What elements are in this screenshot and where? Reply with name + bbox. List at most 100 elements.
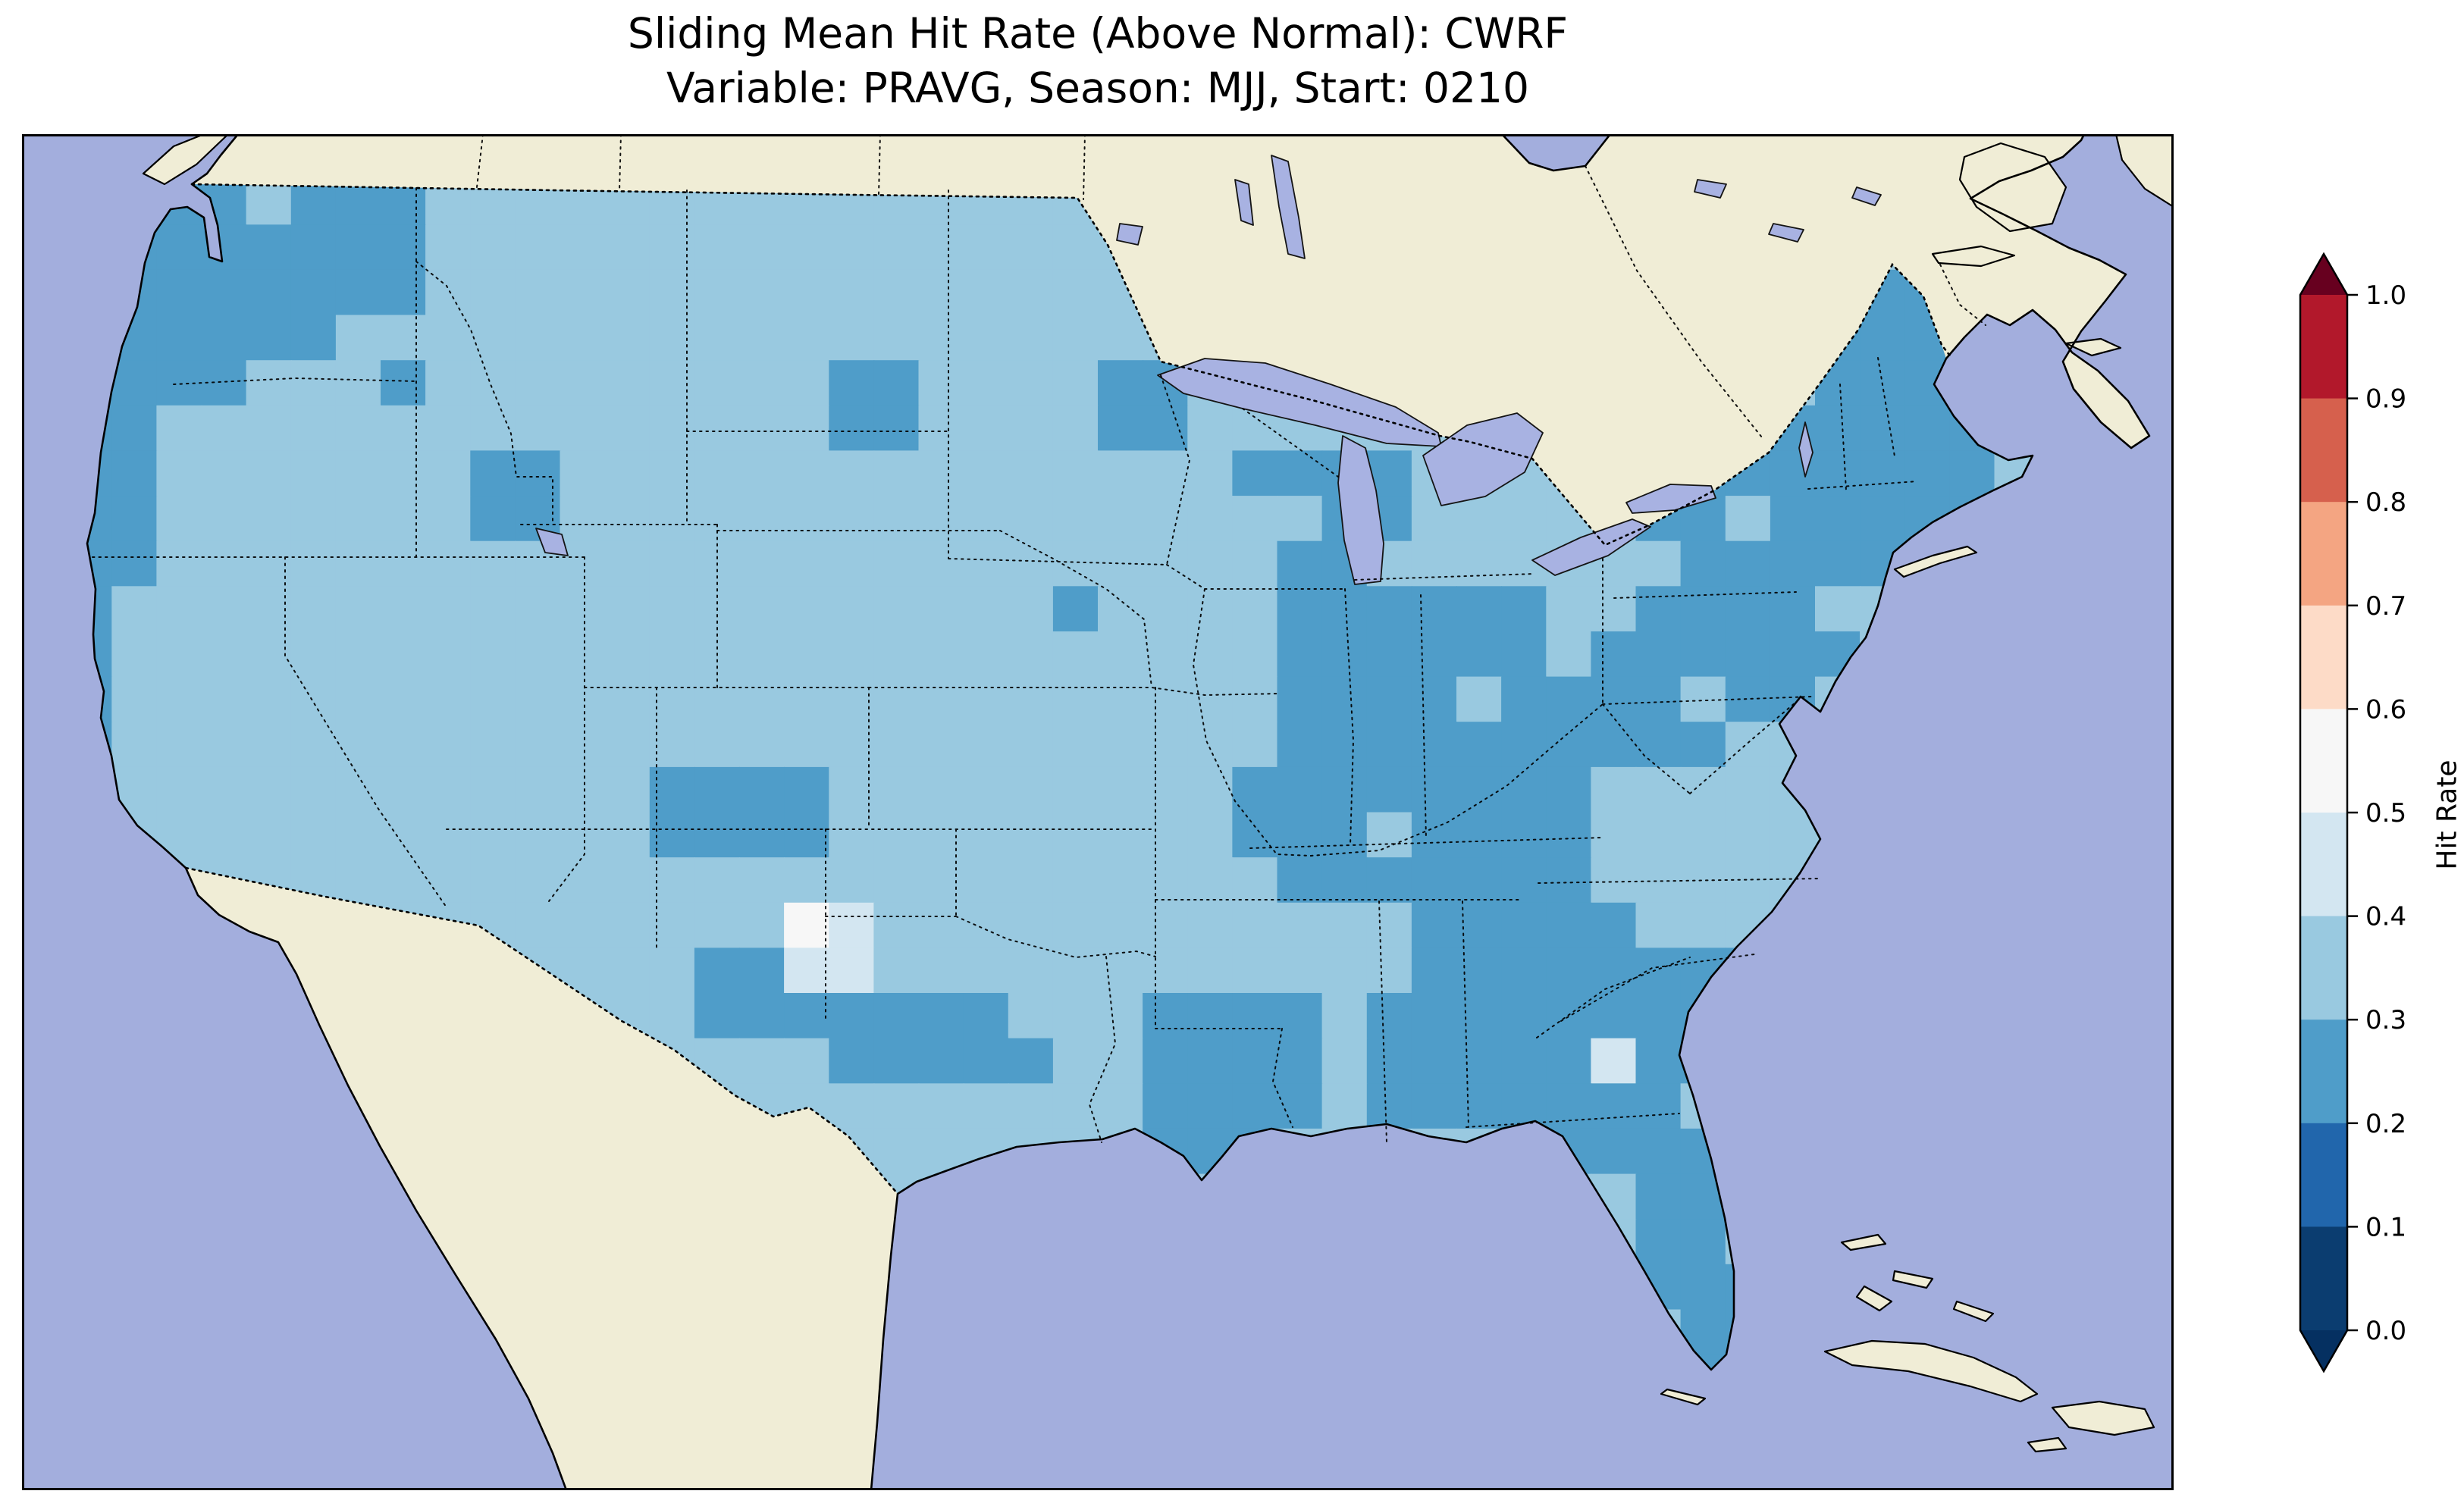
grid-cell <box>470 813 516 859</box>
grid-cell <box>1815 496 1861 542</box>
grid-cell <box>1053 270 1099 316</box>
grid-cell <box>1456 1038 1502 1085</box>
colorbar-bin <box>2300 295 2347 399</box>
grid-cell <box>1232 903 1277 949</box>
grid-cell <box>1681 586 1726 632</box>
colorbar-tick-label: 0.0 <box>2365 1316 2406 1346</box>
grid-cell <box>1367 767 1412 813</box>
grid-cell <box>1322 586 1368 632</box>
grid-cell <box>784 270 829 316</box>
colorbar-tick-label: 0.6 <box>2365 694 2406 725</box>
grid-cell <box>111 631 157 678</box>
grid-cell <box>650 315 695 362</box>
grid-cell <box>1143 1038 1188 1085</box>
grid-cell <box>1008 1083 1054 1129</box>
grid-cell <box>873 903 919 949</box>
colorbar-bin <box>2300 916 2347 1021</box>
grid-cell <box>1322 1083 1368 1129</box>
grid-cell <box>1008 360 1054 406</box>
grid-cell <box>694 813 740 859</box>
chart-title-line1: Sliding Mean Hit Rate (Above Normal): CW… <box>22 6 2174 61</box>
grid-cell <box>202 586 247 632</box>
grid-cell <box>1277 857 1323 904</box>
grid-cell <box>1591 857 1636 904</box>
grid-cell <box>291 813 337 859</box>
grid-cell <box>1636 1219 1682 1265</box>
grid-cell <box>425 677 471 723</box>
grid-cell <box>336 406 381 452</box>
grid-cell <box>694 903 740 949</box>
grid-cell <box>425 722 471 768</box>
grid-cell <box>1053 722 1099 768</box>
grid-cell <box>1456 767 1502 813</box>
grid-cell <box>1143 586 1188 632</box>
grid-cell <box>425 813 471 859</box>
grid-cell <box>470 224 516 271</box>
colorbar-bin <box>2300 1019 2347 1124</box>
grid-cell <box>1277 993 1323 1039</box>
grid-cell <box>739 677 785 723</box>
grid-cell <box>1726 541 1771 587</box>
colorbar-bin <box>2300 1123 2347 1228</box>
grid-cell <box>605 677 650 723</box>
grid-cell <box>560 541 606 587</box>
grid-cell <box>1456 586 1502 632</box>
grid-cell <box>739 1038 785 1085</box>
grid-cell <box>1636 631 1682 678</box>
grid-cell <box>425 496 471 542</box>
grid-cell <box>1456 813 1502 859</box>
colorbar-extend-min <box>2300 1330 2347 1371</box>
grid-cell <box>964 224 1009 271</box>
grid-cell <box>694 450 740 496</box>
grid-cell <box>1456 857 1502 904</box>
grid-cell <box>291 450 337 496</box>
grid-cell <box>1636 541 1682 587</box>
grid-cell <box>1277 767 1323 813</box>
grid-cell <box>650 993 695 1039</box>
grid-cell <box>784 360 829 406</box>
grid-cell <box>202 813 247 859</box>
grid-cell <box>1187 1038 1233 1085</box>
grid-cell <box>291 722 337 768</box>
grid-cell <box>650 947 695 994</box>
grid-cell <box>202 677 247 723</box>
grid-cell <box>111 722 157 768</box>
grid-cell <box>381 857 426 904</box>
colorbar-tick-label: 0.4 <box>2365 902 2406 932</box>
grid-cell <box>1053 857 1099 904</box>
colorbar-tick-label: 0.9 <box>2365 384 2406 415</box>
grid-cell <box>964 450 1009 496</box>
grid-cell <box>1546 813 1591 859</box>
grid-cell <box>1053 631 1099 678</box>
conus-map <box>22 134 2174 1490</box>
grid-cell <box>1232 631 1277 678</box>
grid-cell <box>1546 586 1591 632</box>
grid-cell <box>919 631 964 678</box>
grid-cell <box>1143 722 1188 768</box>
grid-cell <box>1187 767 1233 813</box>
grid-cell <box>784 993 829 1039</box>
grid-cell <box>694 270 740 316</box>
grid-cell <box>336 722 381 768</box>
grid-cell <box>1456 1083 1502 1129</box>
grid-cell <box>1591 631 1636 678</box>
grid-cell <box>784 857 829 904</box>
grid-cell <box>560 677 606 723</box>
colorbar-extend-max <box>2300 254 2347 295</box>
grid-cell <box>739 224 785 271</box>
grid-cell <box>829 541 874 587</box>
grid-cell <box>156 270 202 316</box>
grid-cell <box>1770 631 1816 678</box>
grid-cell <box>605 586 650 632</box>
grid-cell <box>605 224 650 271</box>
colorbar-bin <box>2300 606 2347 710</box>
grid-cell <box>246 722 292 768</box>
grid-cell <box>1412 767 1457 813</box>
grid-cell <box>111 677 157 723</box>
grid-cell <box>1636 903 1682 949</box>
grid-cell <box>425 586 471 632</box>
colorbar-tick-label: 0.7 <box>2365 591 2406 622</box>
grid-cell <box>1636 1083 1682 1129</box>
grid-cell <box>291 541 337 587</box>
grid-cell <box>381 767 426 813</box>
